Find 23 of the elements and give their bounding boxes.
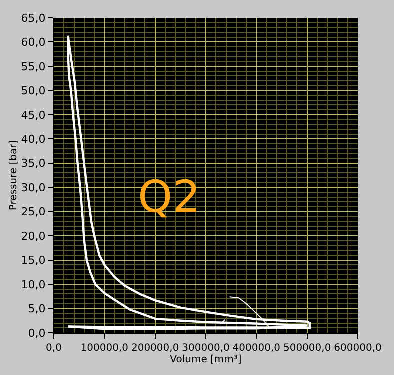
y-tick-label: 25,0 [21, 206, 46, 219]
y-tick-label: 60,0 [21, 36, 46, 50]
x-axis-title: Volume [mm³] [170, 354, 242, 366]
x-tick-label: 600000,0 [334, 343, 382, 354]
x-tick-label: 0,0 [46, 343, 62, 354]
y-axis-title: Pressure [bar] [8, 140, 20, 211]
y-tick-label: 30,0 [21, 181, 46, 194]
y-tick-label: 65,0 [21, 12, 46, 25]
y-tick-label: 15,0 [21, 254, 46, 268]
y-tick-label: 10,0 [21, 278, 46, 292]
x-tick-label: 300000,0 [182, 343, 230, 354]
x-tick-label: 200000,0 [131, 343, 180, 354]
y-tick-label: 35,0 [21, 157, 46, 170]
x-tick-label: 500000,0 [283, 343, 332, 354]
y-tick-label: 45,0 [21, 108, 46, 122]
y-tick-label: 0,0 [28, 326, 46, 340]
y-tick-label: 55,0 [21, 60, 46, 74]
y-tick-label: 20,0 [21, 230, 46, 243]
y-tick-label: 5,0 [28, 302, 46, 316]
y-tick-label: 40,0 [21, 133, 46, 146]
x-tick-label: 100000,0 [80, 343, 129, 354]
y-tick-label: 50,0 [21, 84, 46, 98]
x-tick-label: 400000,0 [232, 343, 281, 354]
